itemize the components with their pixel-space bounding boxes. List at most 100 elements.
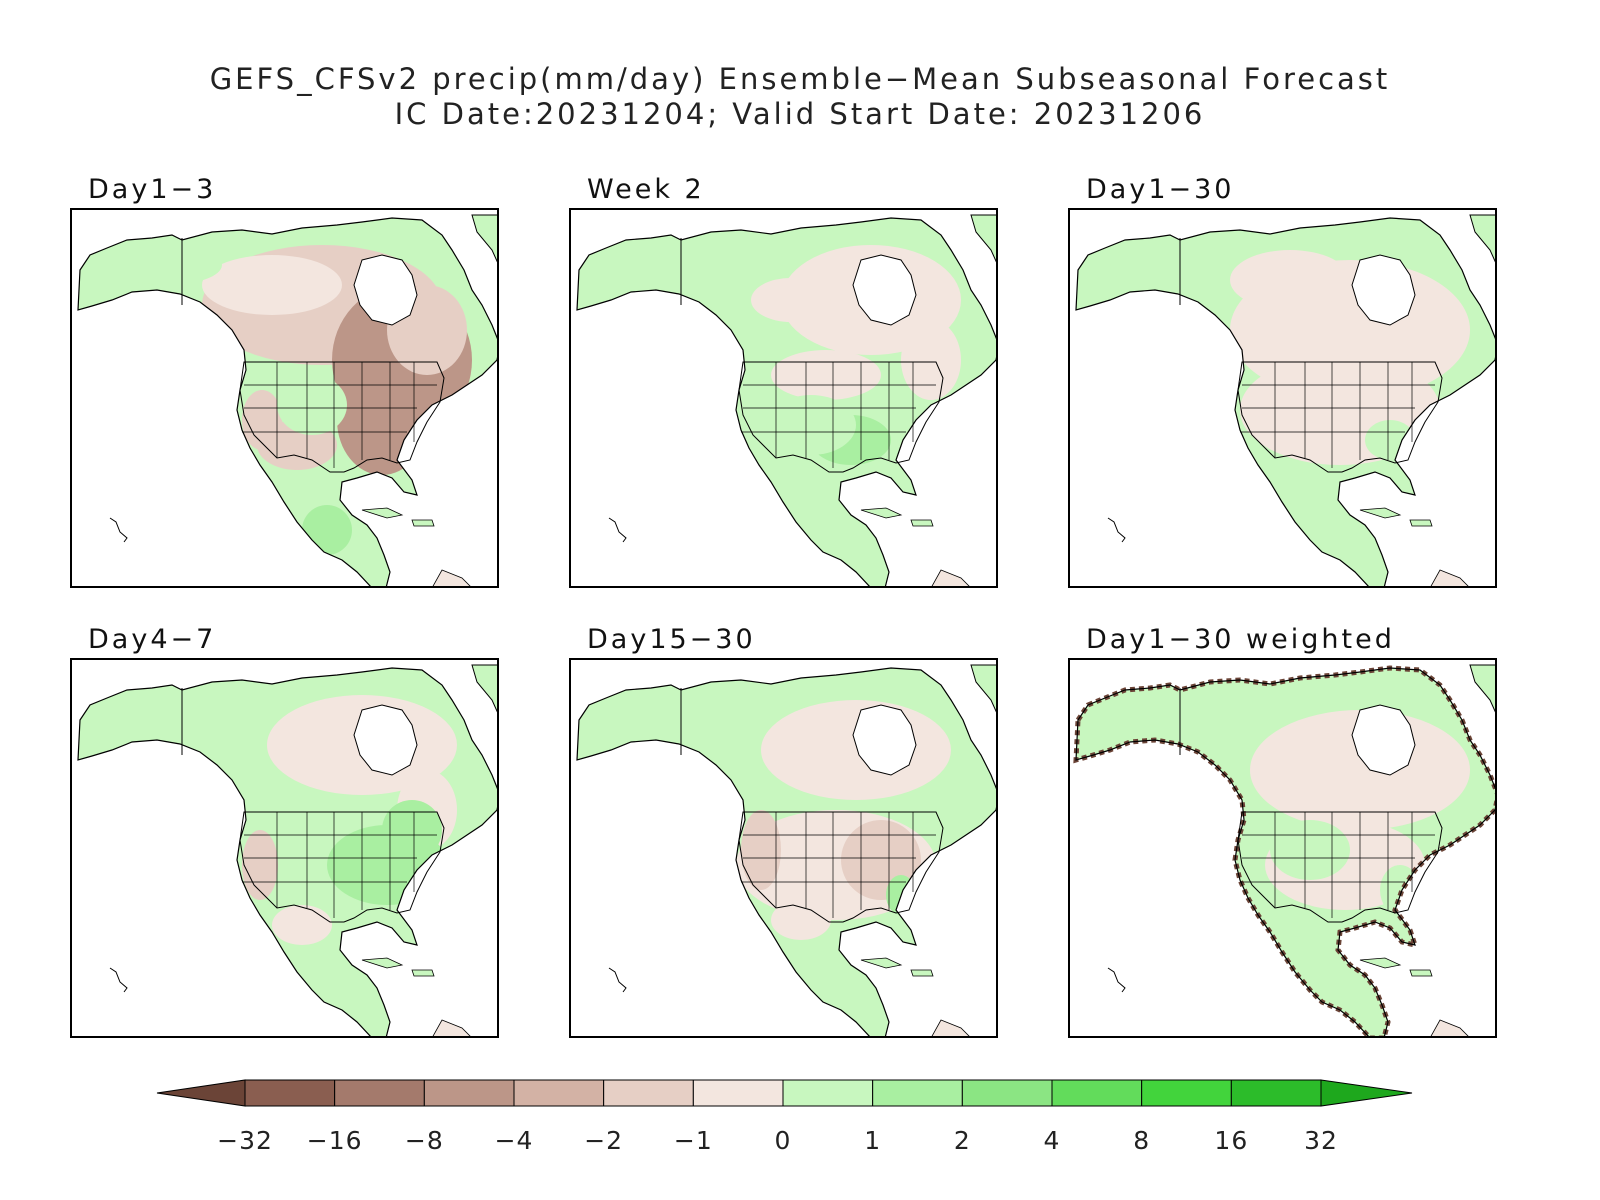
panel-label: Day4−7: [88, 624, 217, 655]
precip-region: [242, 830, 278, 900]
coastline: [77, 667, 497, 1036]
hispaniola: [910, 519, 934, 527]
hudson-bay: [852, 704, 917, 776]
map-canvas: [576, 214, 996, 586]
cuba: [361, 507, 404, 519]
map-canvas: [1075, 214, 1495, 586]
cuba: [860, 507, 903, 519]
colorbar-cell: [423, 1079, 515, 1107]
colorbar-tick-label: −16: [306, 1126, 363, 1155]
us-border: [738, 811, 944, 923]
panel-label: Day1−30 weighted: [1086, 624, 1395, 655]
precip-region: [1270, 820, 1350, 880]
panel-label: Day15−30: [587, 624, 756, 655]
hawaii: [608, 967, 627, 993]
greenland: [1469, 664, 1495, 713]
panel-day4-7: Day4−7: [70, 624, 499, 1038]
colorbar-cell: [782, 1079, 874, 1107]
south-america: [432, 1019, 471, 1036]
cuba: [361, 957, 404, 969]
colorbar-cell: [513, 1079, 605, 1107]
precip-region: [272, 905, 332, 945]
colorbar-cell: [603, 1079, 694, 1107]
colorbar-tick-label: −1: [673, 1126, 713, 1155]
precip-region: [202, 255, 342, 315]
precip-region: [741, 810, 781, 890]
panel-day1-30: Day1−30: [1068, 174, 1497, 588]
south-america: [931, 1019, 970, 1036]
precip-region: [771, 350, 881, 400]
south-america: [1430, 1019, 1469, 1036]
south-america: [432, 569, 471, 586]
land-fill: [1076, 668, 1495, 1036]
colorbar-tick-label: −32: [217, 1126, 273, 1155]
cuba: [1359, 957, 1402, 969]
panel-label: Day1−30: [1086, 174, 1235, 205]
precip-region: [242, 390, 282, 450]
map-frame: [1068, 208, 1497, 588]
coastline: [1075, 217, 1495, 586]
hispaniola: [411, 969, 435, 977]
precip-region: [1110, 240, 1230, 290]
precip-region: [901, 320, 961, 400]
colorbar-tick-label: −2: [584, 1126, 624, 1155]
panel-label: Day1−3: [88, 174, 217, 205]
south-america: [931, 569, 970, 586]
map-frame: [569, 208, 998, 588]
colorbar-tick-label: 0: [774, 1126, 792, 1155]
map-canvas: [1073, 664, 1495, 1036]
hispaniola: [411, 519, 435, 527]
chart-title: GEFS_CFSv2 precip(mm/day) Ensemble−Mean …: [0, 62, 1600, 132]
precip-region: [841, 820, 921, 900]
precip-region: [1365, 420, 1415, 460]
precip-region: [761, 700, 951, 800]
hudson-bay: [852, 254, 917, 326]
hispaniola: [1409, 969, 1433, 977]
us-border: [1237, 811, 1443, 923]
us-border: [239, 811, 445, 923]
precip-region: [766, 395, 856, 455]
hawaii: [109, 967, 128, 993]
hudson-bay: [353, 704, 418, 776]
cuba: [860, 957, 903, 969]
land-fill: [78, 218, 497, 586]
map-frame: [569, 658, 998, 1038]
us-border: [239, 361, 445, 473]
hudson-bay: [1351, 254, 1416, 326]
panel-day1-30-weighted: Day1−30 weighted: [1068, 624, 1497, 1038]
panel-week2: Week 2: [569, 174, 998, 588]
colorbar-cell: [1051, 1079, 1143, 1107]
precip-region: [771, 900, 831, 940]
south-america: [1430, 569, 1469, 586]
map-canvas: [576, 664, 996, 1036]
panel-label: Week 2: [587, 174, 705, 205]
greenland: [471, 664, 497, 713]
colorbar-tick-label: 4: [1043, 1126, 1061, 1155]
precip-region: [1240, 355, 1440, 465]
hispaniola: [910, 969, 934, 977]
panel-day1-3: Day1−3: [70, 174, 499, 588]
colorbar-tick-label: −8: [404, 1126, 444, 1155]
us-border: [738, 361, 944, 473]
colorbar-tick-label: −4: [494, 1126, 534, 1155]
colorbar-tick-label: 16: [1214, 1126, 1249, 1155]
map-frame: [1068, 658, 1497, 1038]
colorbar-tick-label: 8: [1133, 1126, 1151, 1155]
cuba: [1359, 507, 1402, 519]
title-line-1: GEFS_CFSv2 precip(mm/day) Ensemble−Mean …: [209, 62, 1391, 96]
colorbar-tick-label: 1: [864, 1126, 882, 1155]
greenland: [471, 214, 497, 263]
precip-region: [382, 800, 442, 860]
precip-region: [1230, 250, 1350, 310]
coastline: [77, 217, 497, 586]
us-border: [1237, 361, 1443, 473]
precip-region: [277, 375, 347, 435]
colorbar-low-arrow: [156, 1079, 246, 1107]
precip-region: [1250, 710, 1470, 830]
land-fill: [577, 668, 996, 1036]
greenland: [970, 664, 996, 713]
colorbar-cell: [872, 1079, 963, 1107]
coastline: [576, 667, 996, 1036]
hawaii: [109, 517, 128, 543]
hawaii: [1107, 967, 1126, 993]
